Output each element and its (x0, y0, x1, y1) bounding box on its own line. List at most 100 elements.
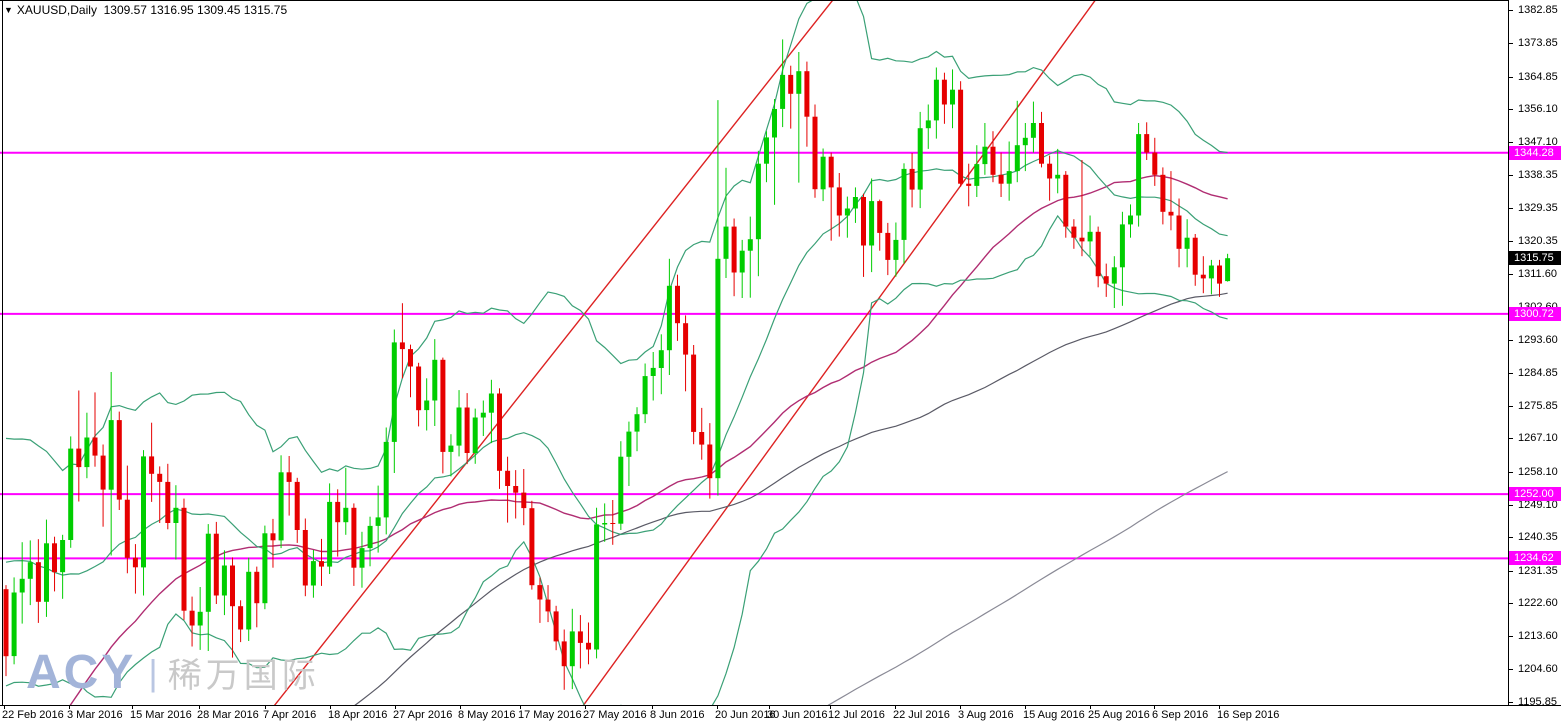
candle-bullish[interactable] (375, 485, 381, 553)
candle-bearish[interactable] (610, 500, 616, 545)
candle-bullish[interactable] (141, 450, 146, 596)
candle-bearish[interactable] (149, 422, 155, 502)
candle-bearish[interactable] (586, 622, 591, 665)
candle-bearish[interactable] (319, 538, 324, 586)
candle-bearish[interactable] (408, 344, 413, 398)
candle-bearish[interactable] (828, 152, 834, 241)
candle-bullish[interactable] (723, 167, 729, 278)
symbol-dropdown-icon[interactable]: ▼ (4, 5, 13, 15)
candle-bearish[interactable] (553, 605, 559, 651)
candle-bearish[interactable] (132, 544, 138, 594)
candle-bearish[interactable] (683, 315, 689, 392)
sma50-line[interactable] (6, 174, 1228, 705)
candle-bullish[interactable] (310, 550, 316, 598)
candle-bearish[interactable] (335, 489, 341, 557)
candle-bullish[interactable] (1225, 253, 1231, 282)
bollinger-upper-line[interactable] (5, 0, 1228, 474)
candle-bearish[interactable] (1168, 171, 1174, 231)
candle-bearish[interactable] (877, 199, 883, 251)
candle-bearish[interactable] (958, 81, 964, 187)
candle-bearish[interactable] (1152, 137, 1158, 186)
candle-bearish[interactable] (440, 357, 446, 474)
candle-bearish[interactable] (416, 362, 422, 427)
candle-bullish[interactable] (917, 111, 923, 209)
candle-bullish[interactable] (594, 507, 600, 659)
candle-bullish[interactable] (933, 67, 939, 139)
candle-bullish[interactable] (772, 99, 777, 205)
candle-bullish[interactable] (974, 145, 980, 197)
candle-bearish[interactable] (238, 600, 244, 643)
candle-bullish[interactable] (780, 39, 786, 128)
candle-bullish[interactable] (246, 557, 252, 641)
candle-bullish[interactable] (19, 542, 25, 624)
candle-bearish[interactable] (909, 153, 915, 208)
candle-bearish[interactable] (804, 61, 810, 147)
candle-bearish[interactable] (699, 407, 705, 460)
candle-bullish[interactable] (569, 608, 575, 690)
candle-bearish[interactable] (294, 477, 300, 543)
candle-bullish[interactable] (480, 400, 486, 437)
trendline[interactable] (0, 0, 1508, 705)
candle-bearish[interactable] (230, 557, 235, 658)
bollinger-middle-line[interactable] (5, 150, 1228, 576)
candle-bearish[interactable] (181, 498, 187, 620)
candle-bearish[interactable] (116, 411, 122, 510)
candle-bullish[interactable] (456, 390, 462, 457)
candle-bearish[interactable] (731, 218, 737, 297)
candle-bullish[interactable] (658, 334, 664, 395)
candle-bearish[interactable] (1071, 219, 1077, 249)
candle-bearish[interactable] (788, 65, 794, 129)
candle-bullish[interactable] (11, 577, 17, 665)
candle-bearish[interactable] (1144, 122, 1150, 160)
candle-bullish[interactable] (1022, 123, 1028, 172)
candle-bullish[interactable] (488, 379, 494, 444)
candle-bullish[interactable] (715, 100, 721, 496)
candle-bullish[interactable] (27, 540, 33, 606)
candle-bearish[interactable] (286, 456, 292, 516)
candle-bullish[interactable] (60, 534, 66, 599)
candle-bullish[interactable] (650, 352, 656, 401)
candle-bearish[interactable] (100, 444, 106, 527)
candle-bullish[interactable] (820, 148, 826, 202)
candle-bearish[interactable] (836, 173, 842, 237)
candle-bearish[interactable] (302, 518, 308, 597)
candle-bearish[interactable] (165, 463, 171, 530)
candle-bearish[interactable] (885, 222, 891, 276)
candle-bearish[interactable] (497, 388, 502, 489)
candle-bullish[interactable] (84, 412, 90, 479)
candle-bearish[interactable] (213, 521, 219, 604)
candle-bearish[interactable] (1079, 160, 1085, 257)
candle-bearish[interactable] (577, 615, 583, 669)
candle-bullish[interactable] (221, 550, 227, 616)
trendline[interactable] (0, 0, 1508, 705)
candle-bullish[interactable] (68, 436, 74, 548)
candle-bullish[interactable] (764, 131, 769, 183)
candle-bearish[interactable] (1095, 226, 1101, 288)
candle-bullish[interactable] (278, 455, 284, 549)
candle-bullish[interactable] (44, 519, 49, 617)
candle-bearish[interactable] (1176, 198, 1182, 268)
candle-bearish[interactable] (675, 274, 680, 341)
candle-bullish[interactable] (925, 104, 931, 149)
candle-bullish[interactable] (1087, 215, 1093, 257)
candle-bullish[interactable] (472, 408, 478, 464)
candle-bullish[interactable] (448, 434, 454, 477)
candle-bearish[interactable] (1192, 234, 1198, 286)
sma200-line[interactable] (6, 471, 1228, 705)
candle-bullish[interactable] (626, 421, 632, 486)
candle-bullish[interactable] (391, 329, 397, 474)
candle-bullish[interactable] (755, 150, 761, 277)
candle-bearish[interactable] (254, 566, 260, 628)
candle-bearish[interactable] (1217, 259, 1222, 297)
candle-bearish[interactable] (270, 518, 276, 568)
candle-bullish[interactable] (327, 483, 333, 574)
candle-bullish[interactable] (1055, 148, 1061, 194)
candle-bearish[interactable] (691, 345, 697, 445)
candle-bullish[interactable] (424, 378, 430, 431)
candle-bullish[interactable] (602, 503, 608, 542)
candle-bullish[interactable] (1030, 101, 1036, 153)
candle-bearish[interactable] (1160, 167, 1166, 225)
candle-bearish[interactable] (1200, 256, 1206, 294)
candle-bearish[interactable] (505, 456, 511, 523)
candle-bullish[interactable] (1111, 256, 1117, 308)
